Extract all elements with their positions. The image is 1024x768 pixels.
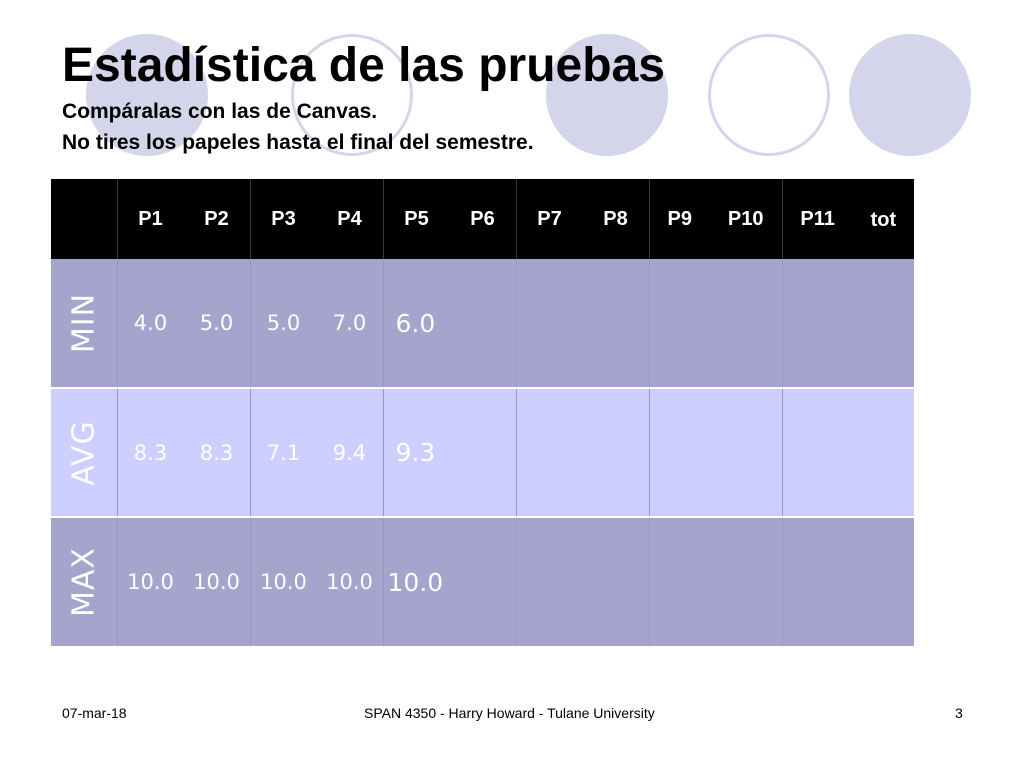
table-cell: 9.3 [395,438,436,467]
table-row-min: MIN 4.0 5.0 5.0 7.0 6.0 [51,259,914,388]
decorative-circle [546,34,668,156]
table-cell: 10.0 [193,570,240,594]
value-group: 9.3 [382,387,516,517]
slide-subtitle: Compáralas con las de Canvas. [62,100,378,123]
table-row-max: MAX 10.0 10.0 10.0 10.0 10.0 [51,516,914,646]
value-group: 8.3 8.3 [116,387,250,517]
table-cell: 6.0 [395,308,436,338]
table-cell: 4.0 [133,311,168,335]
table-cell: 10.0 [387,567,444,597]
column-header: tot [870,208,897,231]
column-header: P8 [603,207,628,230]
header-group: P9 P10 [648,179,782,259]
stats-table: P1 P2 P3 P4 P5 P6 P7 P8 [51,179,914,646]
table-cell: 10.0 [127,570,174,594]
table-cell: 8.3 [133,440,168,465]
table-cell: 5.0 [199,311,234,335]
value-group: 7.1 9.4 [249,387,383,517]
row-label-cell: AVG [51,387,117,517]
header-group: P5 P6 [382,179,516,259]
table-cell: 10.0 [326,570,373,594]
row-label: MIN [66,292,102,354]
table-corner-cell [51,179,117,259]
footer-date: 07-mar-18 [62,705,127,721]
column-header: P5 [404,207,429,230]
value-group [648,516,782,646]
table-row-avg: AVG 8.3 8.3 7.1 9.4 9.3 [51,387,914,517]
table-cell: 5.0 [266,311,301,335]
value-group: 10.0 10.0 [249,516,383,646]
header-group: P3 P4 [249,179,383,259]
value-group [648,387,782,517]
table-cell: 8.3 [199,440,234,465]
table-cell: 9.4 [332,440,367,465]
value-group: 4.0 5.0 [116,259,250,388]
value-group [781,259,914,388]
column-header: P9 [667,207,692,230]
value-group: 10.0 [382,516,516,646]
header-group: P7 P8 [515,179,649,259]
column-header: P3 [271,207,296,230]
footer-course: SPAN 4350 - Harry Howard - Tulane Univer… [364,705,655,721]
decorative-circle [86,34,208,156]
decorative-circle-outline [708,34,830,156]
row-label-cell: MAX [51,516,117,646]
column-header: P7 [537,207,562,230]
column-header: P4 [337,207,362,230]
slide-subtitle: No tires los papeles hasta el final del … [62,131,534,154]
value-group [515,259,649,388]
table-cell: 7.1 [266,440,301,465]
row-label-cell: MIN [51,259,117,388]
value-group: 5.0 7.0 [249,259,383,388]
value-group: 10.0 10.0 [116,516,250,646]
column-header: P6 [470,207,495,230]
column-header: P2 [204,207,229,230]
table-cell: 7.0 [332,311,367,335]
value-group [515,516,649,646]
value-group [515,387,649,517]
decorative-circle [849,34,971,156]
column-header: P1 [138,207,163,230]
value-group [781,516,914,646]
table-header-row: P1 P2 P3 P4 P5 P6 P7 P8 [51,179,914,259]
column-header: P11 [800,207,835,230]
slide-title: Estadística de las pruebas [62,39,665,92]
decorative-circle-outline [291,34,413,156]
table-cell: 10.0 [260,570,307,594]
row-label: AVG [66,419,102,486]
row-label: MAX [66,547,102,617]
page-number: 3 [955,705,963,721]
header-group: P1 P2 [116,179,250,259]
value-group: 6.0 [382,259,516,388]
header-group: P11 tot [781,179,914,259]
value-group [648,259,782,388]
value-group [781,387,914,517]
column-header: P10 [727,207,764,230]
